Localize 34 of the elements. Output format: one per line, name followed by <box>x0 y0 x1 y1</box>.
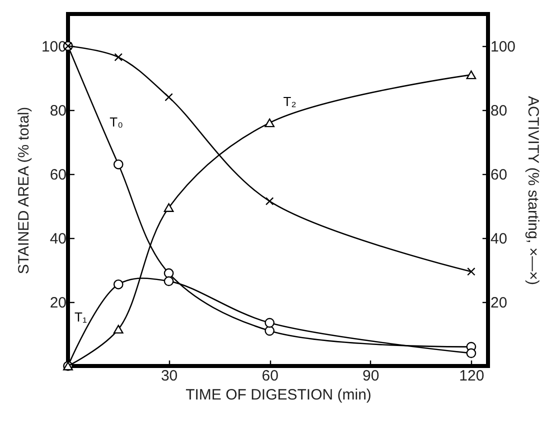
point <box>466 70 476 80</box>
y-tick-label: 20 <box>50 294 66 312</box>
y2-tick-label: 60 <box>490 166 508 184</box>
series-label: T₂ <box>283 94 296 109</box>
y2-tick-label: 20 <box>490 294 508 312</box>
x-tick-label: 30 <box>160 368 178 384</box>
x-axis-title: TIME OF DIGESTION (min) <box>186 386 372 404</box>
y-tick-label: 60 <box>50 166 66 184</box>
series-label: T₀ <box>110 114 123 130</box>
point <box>113 159 124 170</box>
point <box>467 267 476 276</box>
point <box>164 276 174 286</box>
series-label: T₁ <box>74 309 88 324</box>
point <box>114 53 123 62</box>
y-axis-title: STAINED AREA (% total) <box>15 106 32 274</box>
point <box>265 197 274 206</box>
x-tick-label: 90 <box>362 368 380 384</box>
x-tick-label: 120 <box>459 368 484 384</box>
point <box>264 318 275 328</box>
y2-tick-label: 100 <box>490 38 516 56</box>
x-tick-label: 60 <box>262 368 278 384</box>
point <box>264 118 275 128</box>
y-tick-label: 40 <box>50 230 66 248</box>
point <box>164 93 173 102</box>
y2-tick-label: 80 <box>490 102 508 120</box>
point <box>264 326 275 336</box>
y2-tick-label: 40 <box>490 230 508 248</box>
y-tick-label: 80 <box>50 102 66 120</box>
point <box>164 203 174 212</box>
y2-axis-title: ACTIVITY (% starting, ×—×) <box>524 96 542 285</box>
point <box>113 279 124 290</box>
point <box>164 268 174 278</box>
point <box>113 324 124 334</box>
point <box>466 348 476 358</box>
